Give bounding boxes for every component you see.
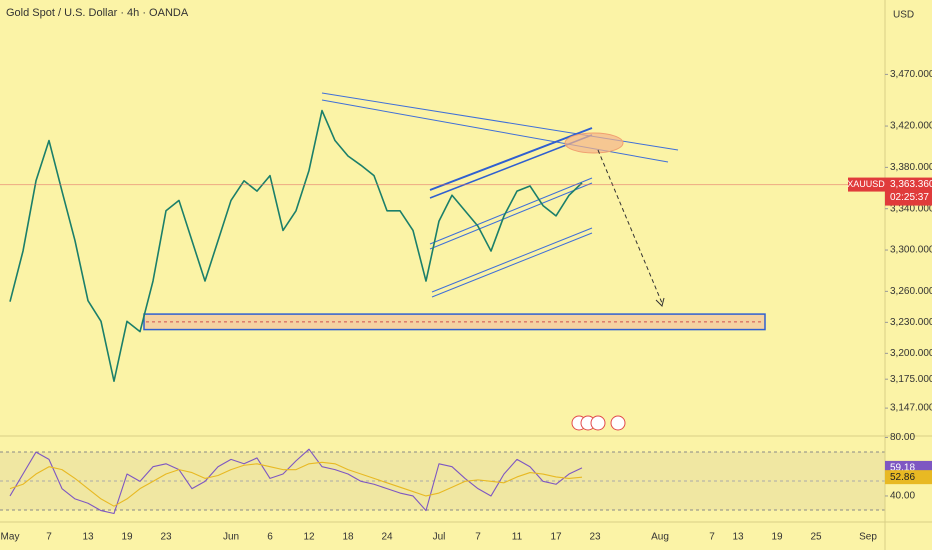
x-tick-label: 19 xyxy=(771,532,783,543)
x-tick-label: 7 xyxy=(475,532,481,543)
y-tick-label: 40.00 xyxy=(890,491,915,502)
x-tick-label: 7 xyxy=(46,532,52,543)
symbol-tag xyxy=(848,177,885,192)
y-tick-label: 3,300.000 xyxy=(890,245,932,256)
x-tick-label: 17 xyxy=(550,532,562,543)
x-tick-label: 25 xyxy=(810,532,822,543)
channel-line xyxy=(431,232,593,298)
x-tick-label: 24 xyxy=(381,532,393,543)
x-tick-label: 18 xyxy=(342,532,354,543)
x-tick-label: 23 xyxy=(160,532,172,543)
channel-line xyxy=(429,127,593,191)
rsi-ma-line xyxy=(9,461,583,507)
arrow-head xyxy=(655,297,665,307)
rsi-value-label: 52.86 xyxy=(890,472,915,483)
currency-label: USD xyxy=(893,10,914,21)
x-tick-label: 13 xyxy=(82,532,94,543)
price-line xyxy=(9,109,583,383)
price-tag-label: 3,363.360 xyxy=(890,179,932,190)
x-tick-label: Jun xyxy=(223,532,239,543)
trendline xyxy=(321,92,679,151)
rsi-value-label: 59.18 xyxy=(890,463,915,474)
x-tick-label: 13 xyxy=(732,532,744,543)
trendline xyxy=(321,99,669,163)
event-icons xyxy=(571,415,626,431)
projection-arrow xyxy=(597,149,663,304)
symbol-label: XAUUSD xyxy=(847,179,885,189)
y-tick-label: 3,175.000 xyxy=(890,374,932,385)
x-tick-label: 23 xyxy=(589,532,601,543)
x-tick-label: 12 xyxy=(303,532,315,543)
channel-line xyxy=(429,182,593,250)
y-tick-label: 3,420.000 xyxy=(890,121,932,132)
y-tick-label: 3,230.000 xyxy=(890,317,932,328)
x-tick-label: 7 xyxy=(709,532,715,543)
y-tick-label: 3,380.000 xyxy=(890,162,932,173)
y-tick-label: 80.00 xyxy=(890,432,915,443)
x-tick-label: May xyxy=(1,532,20,543)
y-tick-label: 3,147.000 xyxy=(890,403,932,414)
y-tick-label: 3,200.000 xyxy=(890,348,932,359)
channel-line xyxy=(429,134,593,199)
y-tick-label: 3,340.000 xyxy=(890,203,932,214)
x-tick-label: Sep xyxy=(859,532,877,543)
x-tick-label: Jul xyxy=(433,532,446,543)
rsi-line xyxy=(9,448,583,515)
x-tick-label: 19 xyxy=(121,532,133,543)
y-tick-label: 3,260.000 xyxy=(890,286,932,297)
channel-line xyxy=(431,227,593,293)
rsi-value-tag xyxy=(885,470,932,485)
countdown-label: 02:25:37 xyxy=(890,192,929,203)
drawings xyxy=(321,92,679,307)
price-tag xyxy=(885,177,932,206)
x-tick-label: 6 xyxy=(267,532,273,543)
target-ellipse xyxy=(564,132,624,154)
x-tick-label: Aug xyxy=(651,532,669,543)
event-icon xyxy=(610,415,626,431)
rsi-band xyxy=(0,452,885,510)
chart-title: Gold Spot / U.S. Dollar · 4h · OANDA xyxy=(6,7,189,19)
event-icon xyxy=(590,415,606,431)
y-tick-label: 3,470.000 xyxy=(890,69,932,80)
channel-line xyxy=(429,177,593,245)
x-tick-label: 11 xyxy=(512,532,523,543)
